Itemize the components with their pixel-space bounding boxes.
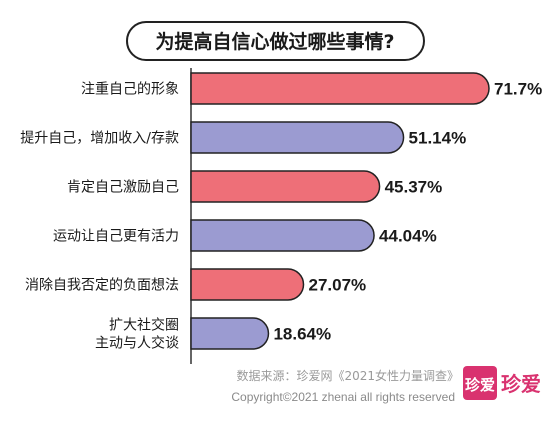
category-label-3: 肯定自己激励自己 [67, 179, 179, 196]
value-label-4: 44.04% [379, 227, 437, 246]
value-label-6: 18.64% [273, 325, 331, 344]
bar-4 [190, 219, 375, 252]
bar-1 [190, 72, 490, 105]
bar-3 [190, 170, 381, 203]
brand-badge-text: 珍爱 [465, 376, 495, 394]
copyright: Copyright©2021 zhenai all rights reserve… [231, 390, 455, 404]
value-label-1: 71.7% [494, 80, 542, 99]
category-label-4: 运动让自己更有活力 [53, 229, 179, 245]
category-label-2: 提升自己，增加收入/存款 [20, 131, 179, 147]
category-label-6-line-1: 扩大社交圈 [109, 317, 179, 334]
category-label-5: 消除自我否定的负面想法 [25, 278, 179, 294]
data-source: 数据来源：珍爱网《2021女性力量调查》 [236, 368, 459, 383]
bars-group: 注重自己的形象 71.7% 提升自己，增加收入/存款 51.14% 肯定自己激励自己 45… [20, 72, 542, 352]
brand-name: 珍爱 [501, 372, 541, 396]
category-label-1: 注重自己的形象 [81, 82, 179, 98]
title-pill [126, 21, 425, 61]
bar-2 [190, 121, 405, 154]
value-label-2: 51.14% [409, 129, 467, 148]
value-label-5: 27.07% [309, 276, 367, 295]
chart-title: 为提高自信心做过哪些事情? [155, 30, 394, 53]
category-label-6-line-2: 主动与人交谈 [95, 335, 179, 352]
bar-5 [190, 268, 305, 301]
bar-6 [190, 317, 270, 350]
value-label-3: 45.37% [385, 178, 443, 197]
brand-badge [463, 366, 497, 400]
